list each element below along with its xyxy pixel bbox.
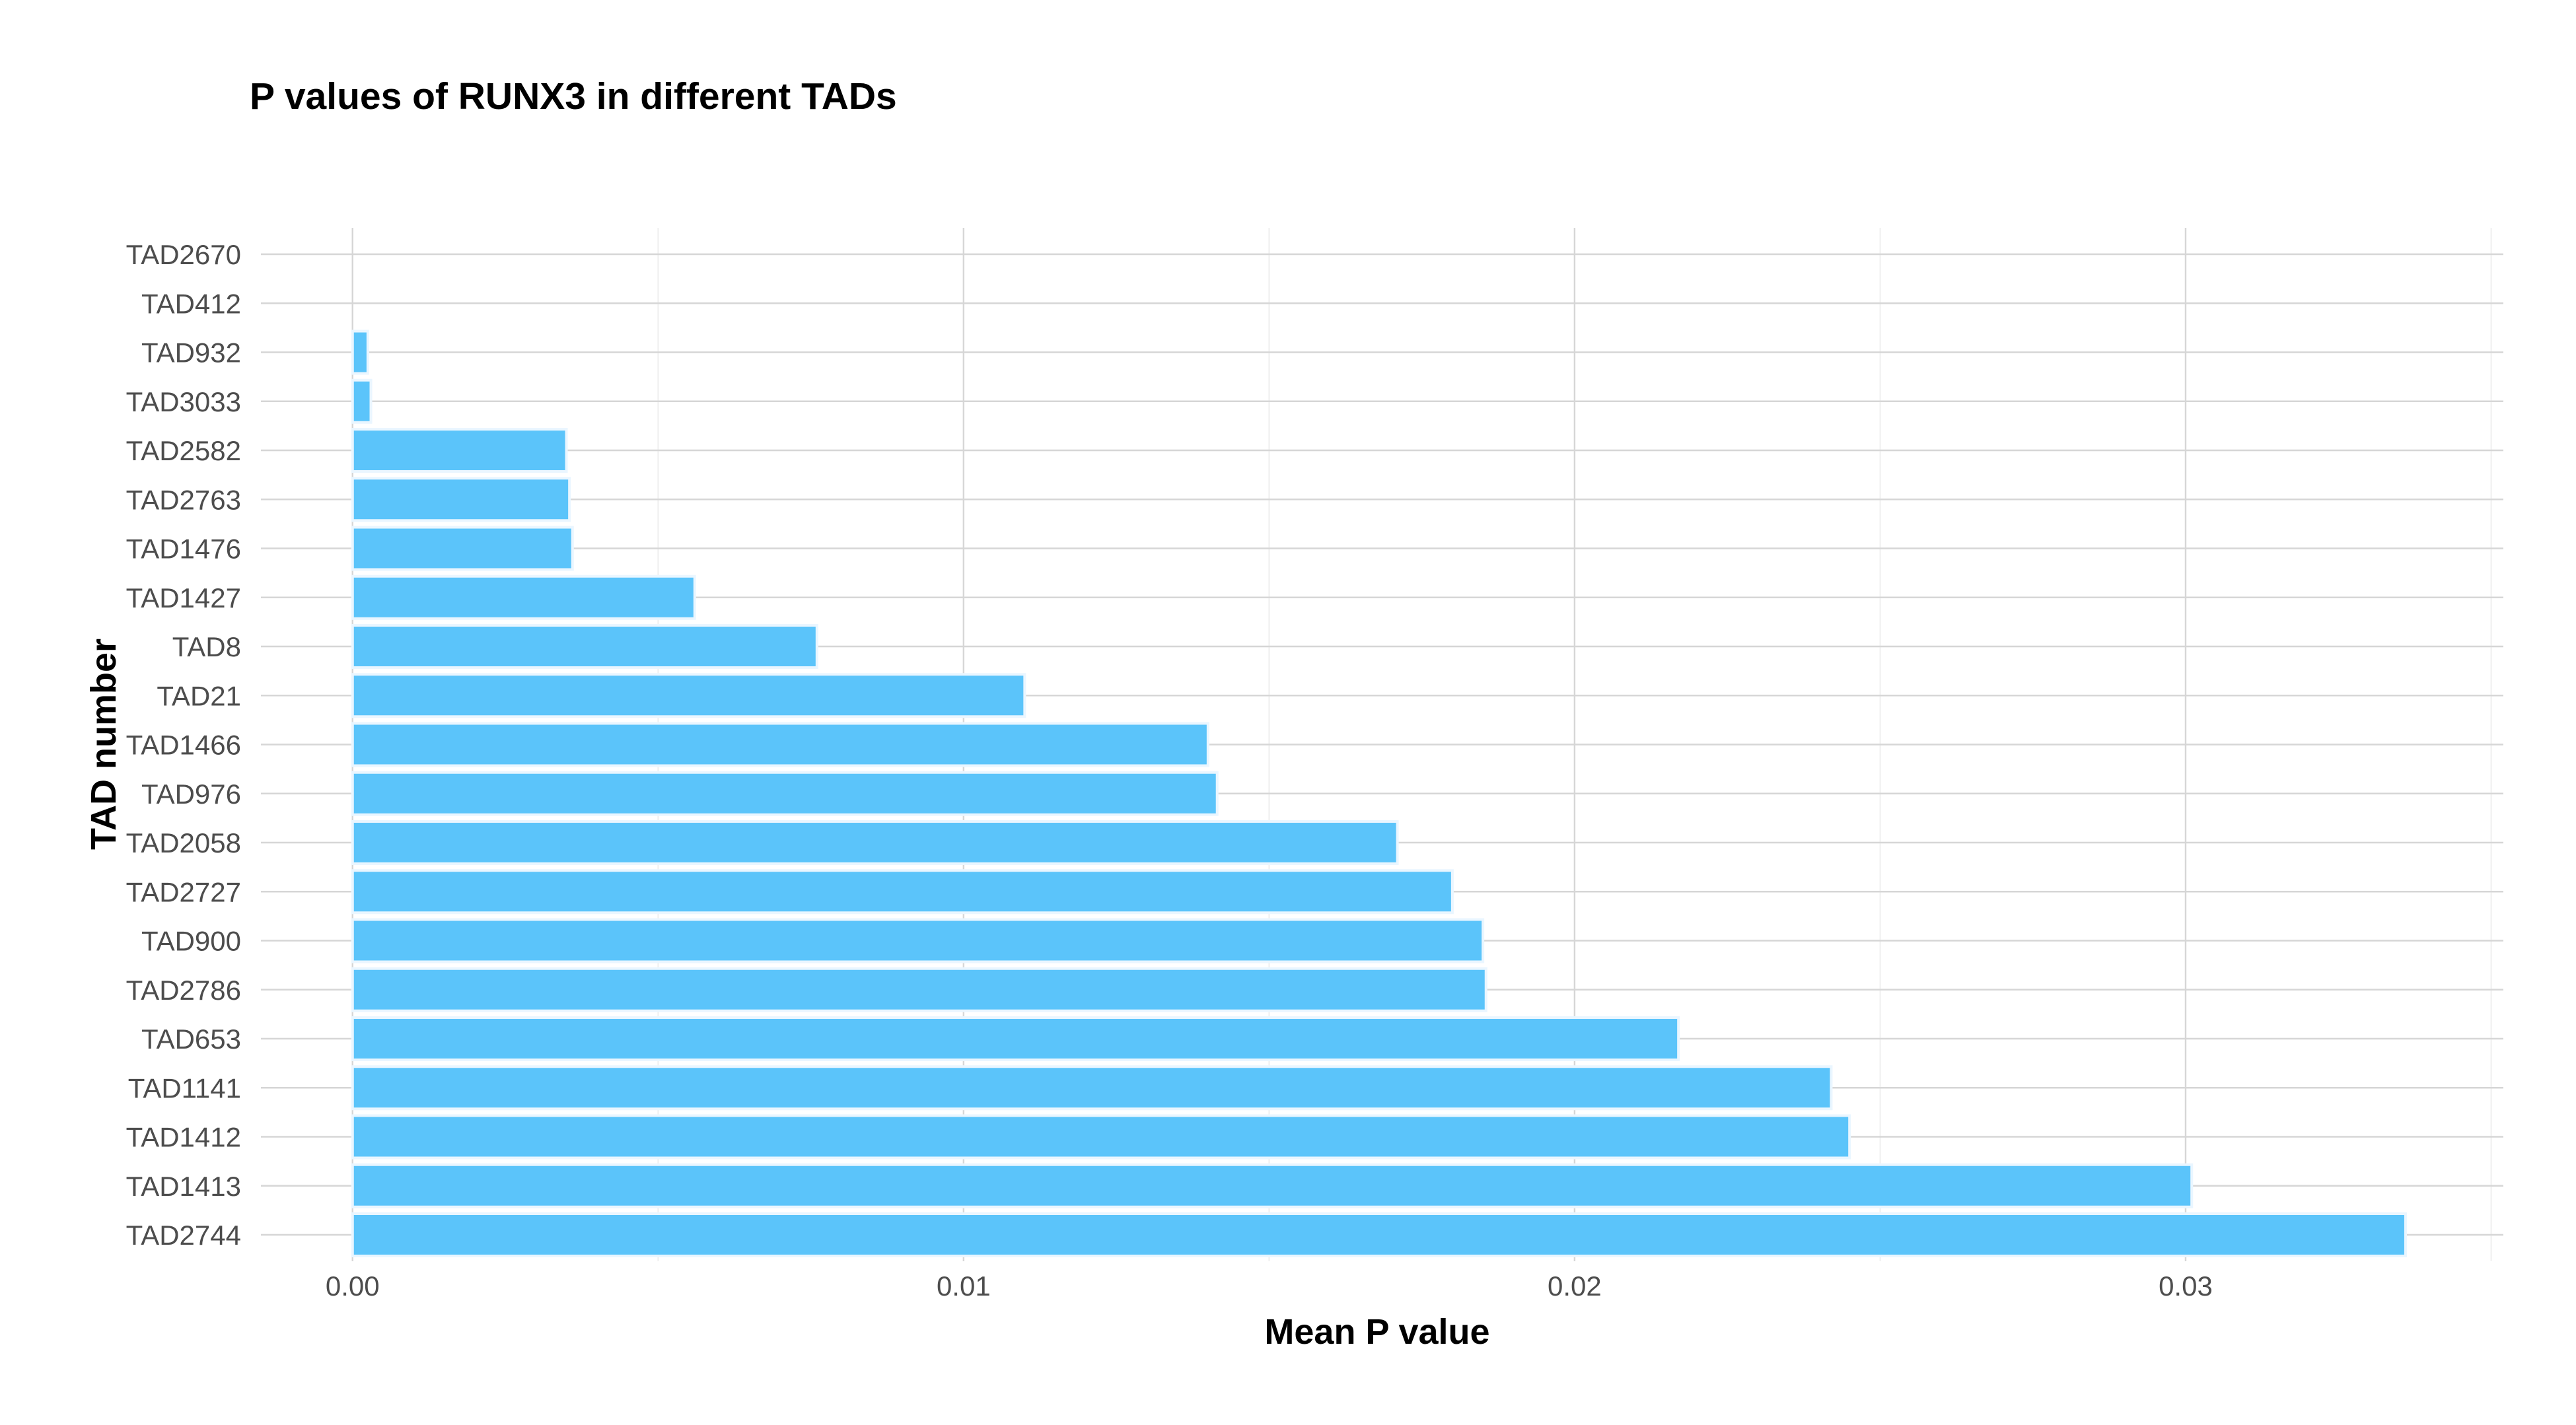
bar-tad653	[351, 1016, 1680, 1061]
y-tick-label: TAD2763	[126, 484, 241, 515]
bar-tad2786	[351, 967, 1487, 1012]
x-tick-labels: 0.00 0.01 0.02 0.03	[326, 1270, 2213, 1302]
chart-title: P values of RUNX3 in different TADs	[250, 75, 897, 118]
bars	[351, 330, 2407, 1257]
y-tick-label: TAD900	[141, 926, 241, 957]
bar-tad2058	[351, 820, 1399, 865]
y-tick-label: TAD21	[157, 680, 241, 711]
bar-tad3033	[351, 378, 373, 424]
y-tick-label: TAD1476	[126, 534, 241, 565]
bar-tad900	[351, 918, 1485, 963]
y-tick-label: TAD2727	[126, 876, 241, 907]
y-tick-label: TAD8	[172, 631, 241, 662]
y-tick-label: TAD2786	[126, 975, 241, 1006]
bar-tad1412	[351, 1114, 1851, 1160]
bar-tad2727	[351, 869, 1454, 915]
bar-tad1141	[351, 1065, 1833, 1111]
bar-tad2744	[351, 1212, 2407, 1257]
y-tick-label: TAD653	[141, 1024, 241, 1055]
y-tick-label: TAD1141	[128, 1072, 241, 1103]
y-tick-label: TAD976	[141, 779, 241, 810]
y-tick-label: TAD412	[141, 288, 241, 319]
bar-tad2763	[351, 477, 571, 522]
y-tick-label: TAD2058	[126, 827, 241, 858]
bar-tad1427	[351, 574, 696, 620]
x-axis-title: Mean P value	[1264, 1312, 1489, 1352]
x-tick-label: 0.03	[2159, 1270, 2213, 1302]
y-tick-label: TAD1412	[126, 1122, 241, 1153]
y-tick-label: TAD3033	[126, 386, 241, 417]
y-tick-label: TAD2744	[126, 1220, 241, 1251]
y-tick-label: TAD1413	[126, 1171, 241, 1202]
bar-tad976	[351, 771, 1219, 816]
y-axis-title: TAD number	[84, 639, 124, 850]
y-tick-label: TAD1466	[126, 730, 241, 761]
bar-tad8	[351, 624, 818, 669]
x-tick-label: 0.02	[1548, 1270, 1602, 1302]
bar-tad1476	[351, 526, 574, 571]
bar-tad2582	[351, 428, 568, 473]
y-tick-label: TAD1427	[126, 582, 241, 613]
bar-tad1413	[351, 1163, 2194, 1208]
x-tick-label: 0.01	[937, 1270, 991, 1302]
bar-tad932	[351, 330, 369, 375]
y-tick-label: TAD2582	[126, 435, 241, 466]
y-tick-labels: TAD2670 TAD412 TAD932 TAD3033 TAD2582 TAD2763…	[126, 239, 241, 1251]
y-tick-label: TAD2670	[126, 239, 241, 270]
x-tick-label: 0.00	[326, 1270, 380, 1302]
bar-tad21	[351, 673, 1026, 718]
bar-tad1466	[351, 722, 1209, 767]
y-tick-label: TAD932	[141, 337, 241, 368]
